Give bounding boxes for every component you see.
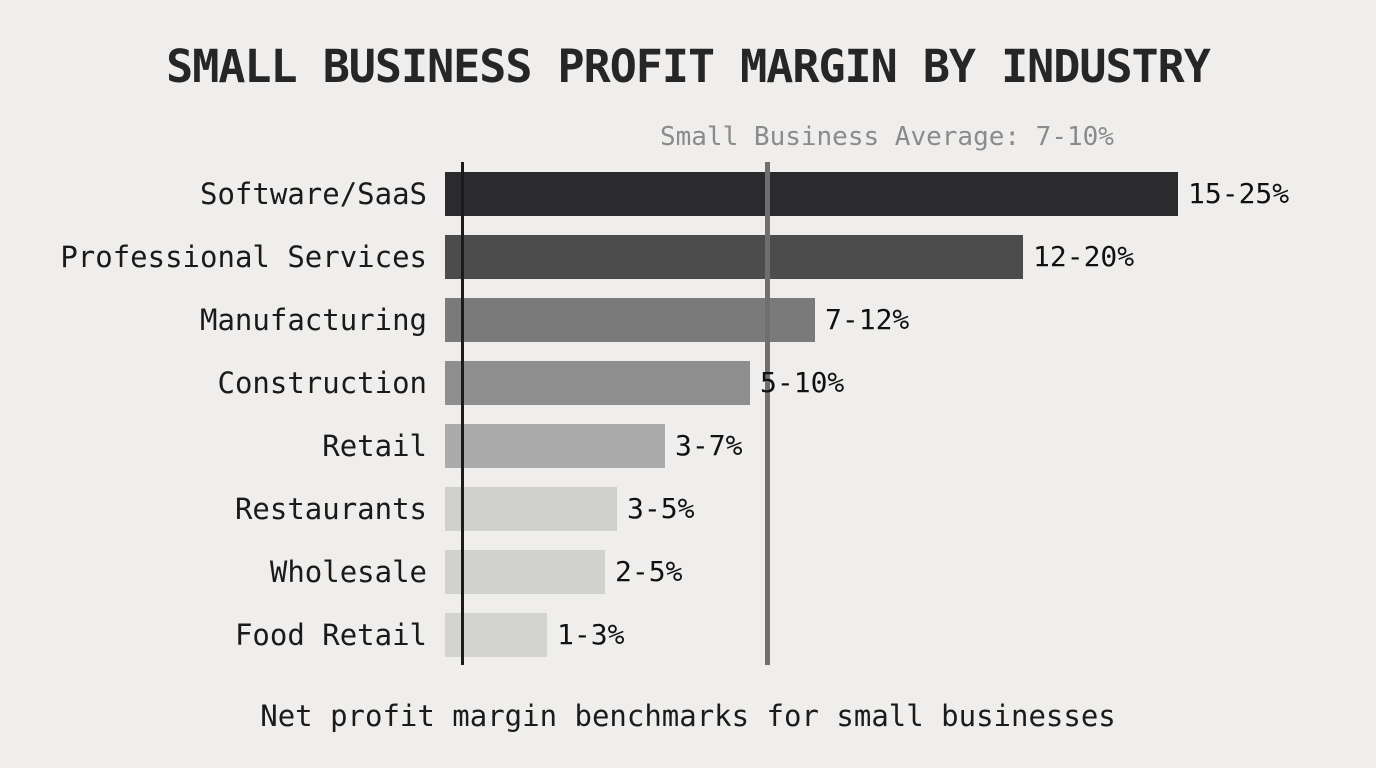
chart-caption: Net profit margin benchmarks for small b… bbox=[260, 699, 1116, 733]
value-label: 12-20% bbox=[1033, 240, 1135, 273]
bar bbox=[445, 549, 605, 594]
bar-row: Manufacturing 7-12% bbox=[0, 288, 1376, 351]
category-label: Food Retail bbox=[234, 617, 427, 652]
average-reference-line bbox=[765, 162, 770, 665]
value-label: 5-10% bbox=[760, 366, 845, 399]
category-label: Wholesale bbox=[269, 554, 427, 589]
value-label: 3-7% bbox=[675, 429, 743, 462]
bar bbox=[445, 171, 1178, 216]
category-label: Construction bbox=[217, 365, 427, 400]
category-label: Professional Services bbox=[60, 239, 427, 274]
value-label: 3-5% bbox=[627, 492, 695, 525]
plot-area: Software/SaaS 15-25% Professional Services… bbox=[0, 162, 1376, 666]
category-label: Manufacturing bbox=[200, 302, 427, 337]
bar bbox=[445, 423, 665, 468]
bar-rows: Software/SaaS 15-25% Professional Services… bbox=[0, 162, 1376, 666]
value-label: 1-3% bbox=[557, 618, 625, 651]
bar-row: Restaurants 3-5% bbox=[0, 477, 1376, 540]
bar-row: Professional Services 12-20% bbox=[0, 225, 1376, 288]
chart-title: SMALL BUSINESS PROFIT MARGIN BY INDUSTRY bbox=[166, 40, 1211, 93]
bar-row: Retail 3-7% bbox=[0, 414, 1376, 477]
bar bbox=[445, 297, 815, 342]
category-label: Retail bbox=[322, 428, 427, 463]
value-label: 15-25% bbox=[1188, 177, 1290, 210]
value-label: 7-12% bbox=[825, 303, 910, 336]
value-label: 2-5% bbox=[615, 555, 683, 588]
bar-row: Construction 5-10% bbox=[0, 351, 1376, 414]
bar bbox=[445, 234, 1023, 279]
bar-row: Food Retail 1-3% bbox=[0, 603, 1376, 666]
y-axis-line bbox=[461, 162, 464, 665]
average-annotation: Small Business Average: 7-10% bbox=[660, 122, 1114, 152]
category-label: Software/SaaS bbox=[200, 176, 427, 211]
category-label: Restaurants bbox=[234, 491, 427, 526]
bar-row: Software/SaaS 15-25% bbox=[0, 162, 1376, 225]
bar bbox=[445, 486, 617, 531]
bar bbox=[445, 360, 750, 405]
bar-row: Wholesale 2-5% bbox=[0, 540, 1376, 603]
